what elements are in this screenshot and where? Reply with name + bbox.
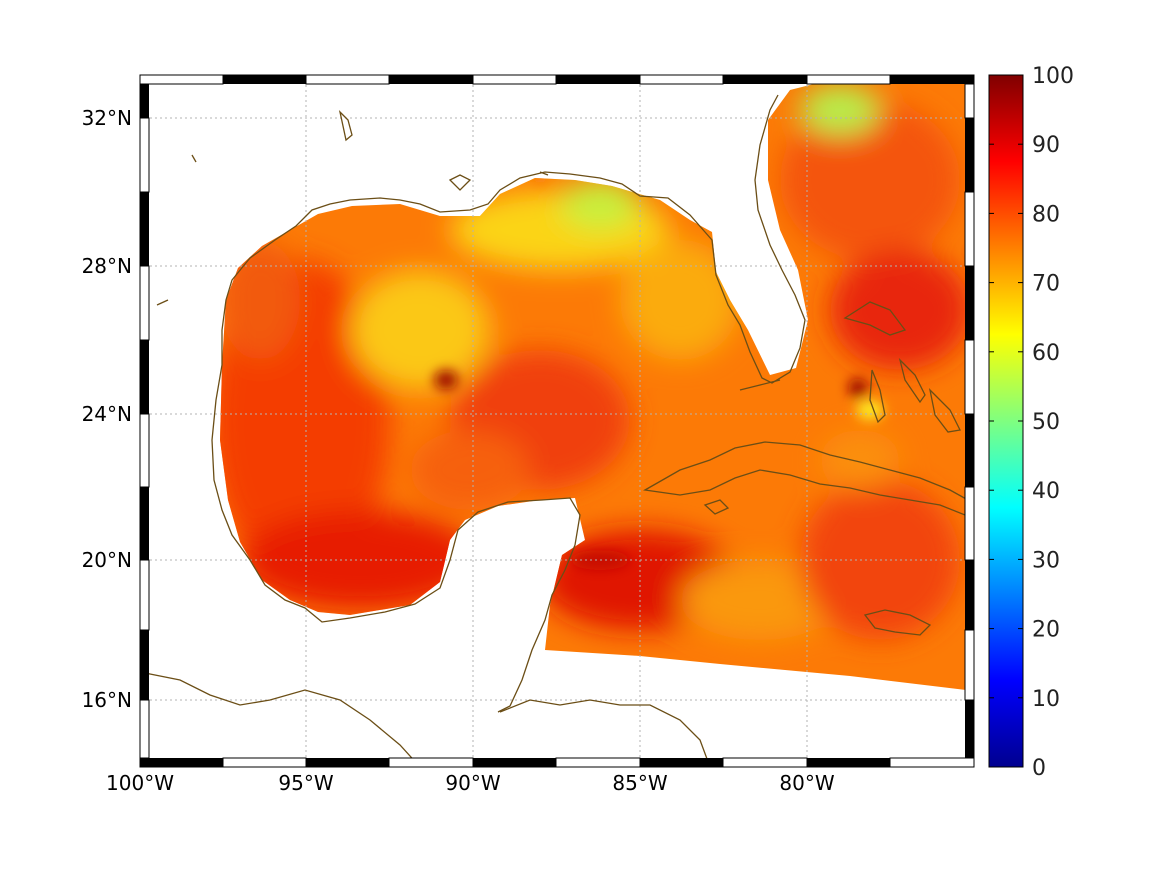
- colorbar-tick-label: 30: [1032, 548, 1060, 573]
- map-frame: [139, 74, 975, 768]
- colorbar-tick-label: 40: [1032, 479, 1060, 504]
- x-tick-label: 80°W: [779, 771, 834, 795]
- colorbar-tick-label: 60: [1032, 341, 1060, 366]
- y-tick-label: 24°N: [82, 402, 132, 426]
- y-axis: 16°N 20°N 24°N 28°N 32°N: [82, 106, 132, 712]
- colorbar-gradient: [988, 74, 1024, 768]
- x-tick-label: 90°W: [445, 771, 500, 795]
- x-tick-label: 85°W: [612, 771, 667, 795]
- x-axis: 100°W 95°W 90°W 85°W 80°W: [106, 771, 835, 795]
- grid-lines: [140, 75, 974, 767]
- colorbar-ticks: [989, 74, 1023, 768]
- y-tick-label: 32°N: [82, 106, 132, 130]
- colorbar-tick-label: 20: [1032, 618, 1060, 643]
- colorbar-tick-label: 100: [1032, 64, 1074, 89]
- y-tick-label: 28°N: [82, 254, 132, 278]
- x-tick-label: 100°W: [106, 771, 174, 795]
- colorbar-tick-label: 90: [1032, 133, 1060, 158]
- colorbar-tick-label: 70: [1032, 272, 1060, 297]
- y-tick-label: 16°N: [82, 688, 132, 712]
- colorbar-tick-label: 80: [1032, 202, 1060, 227]
- colorbar-tick-label: 10: [1032, 687, 1060, 712]
- x-tick-label: 95°W: [278, 771, 333, 795]
- colorbar-tick-label: 50: [1032, 410, 1060, 435]
- colorbar-tick-label: 0: [1032, 756, 1046, 781]
- y-tick-label: 20°N: [82, 548, 132, 572]
